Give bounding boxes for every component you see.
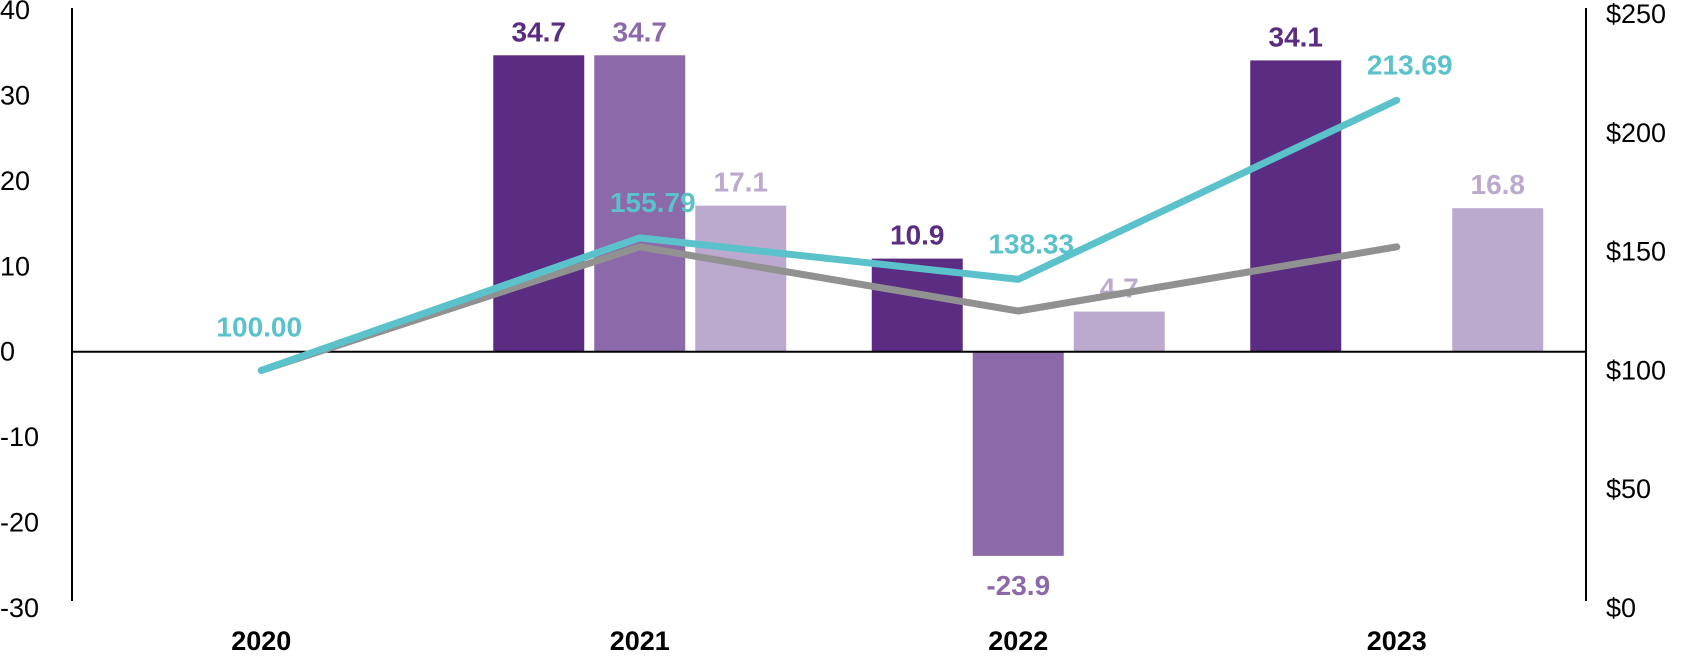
right-tick-label: $200: [1606, 118, 1666, 148]
bar: [972, 351, 1064, 556]
right-tick-label: $150: [1606, 237, 1666, 267]
left-tick-label: -30: [0, 593, 39, 623]
left-tick-label: 10: [0, 251, 30, 281]
bar-data-label: 16.8: [1471, 169, 1526, 200]
category-label: 2021: [610, 626, 670, 656]
series-line: [257, 96, 1401, 374]
bar: [695, 205, 787, 352]
bar-data-label: 34.7: [512, 16, 567, 47]
right-tick-label: $100: [1606, 355, 1666, 385]
right-tick-label: $0: [1606, 593, 1636, 623]
bar: [1452, 208, 1544, 352]
bar-data-label: 34.1: [1269, 21, 1324, 52]
left-tick-label: 40: [0, 0, 30, 25]
bar: [493, 55, 585, 352]
category-label: 2022: [988, 626, 1048, 656]
line-data-label: 100.00: [216, 311, 302, 342]
bar: [1250, 60, 1342, 352]
right-tick-label: $50: [1606, 474, 1651, 504]
series-line: [257, 243, 1401, 374]
bar-data-label: 34.7: [613, 16, 668, 47]
bar: [594, 55, 686, 352]
left-tick-label: 30: [0, 80, 30, 110]
left-tick-label: -10: [0, 422, 39, 452]
category-label: 2020: [231, 626, 291, 656]
left-tick-label: 20: [0, 166, 30, 196]
category-label: 2023: [1367, 626, 1427, 656]
bar-data-label: 10.9: [890, 220, 945, 251]
right-tick-label: $250: [1606, 0, 1666, 29]
line-data-label: 155.79: [610, 187, 696, 218]
line-data-label: 138.33: [988, 228, 1074, 259]
line-data-label: 213.69: [1367, 49, 1453, 80]
bar-data-label: 17.1: [714, 167, 769, 198]
bar-data-label: -23.9: [986, 570, 1050, 601]
left-tick-label: 0: [0, 337, 15, 367]
bar: [1073, 311, 1165, 352]
left-tick-label: -20: [0, 508, 39, 538]
